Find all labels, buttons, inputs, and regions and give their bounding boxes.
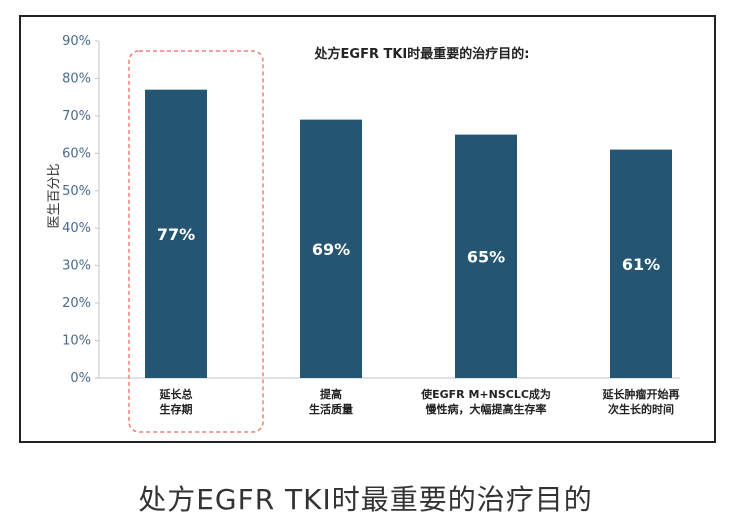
chart-frame	[19, 15, 716, 443]
bar-chart: 处方EGFR TKI时最重要的治疗目的: 医生百分比 0% 10% 20% 30% 40…	[47, 34, 680, 433]
y-tick-label: 0%	[70, 371, 91, 386]
x-category-label: 生存期	[160, 402, 193, 416]
figure-caption: 处方EGFR TKI时最重要的治疗目的	[138, 483, 593, 516]
y-tick-label: 70%	[62, 109, 91, 124]
highlight-box	[128, 50, 264, 433]
bar	[455, 134, 517, 378]
chart-title: 处方EGFR TKI时最重要的治疗目的:	[314, 46, 530, 62]
y-tick-label: 80%	[62, 71, 91, 86]
y-tick-label: 50%	[62, 184, 91, 199]
bar	[145, 89, 207, 378]
y-tick-label: 60%	[62, 146, 91, 161]
x-category-label: 使EGFR M+NSCLC成为	[420, 387, 551, 401]
y-tick-label: 10%	[62, 334, 91, 349]
y-tick-label: 30%	[62, 259, 91, 274]
bar	[300, 119, 362, 378]
y-tick-label: 40%	[62, 221, 91, 236]
bar-value-label: 65%	[467, 247, 505, 266]
x-category-label: 延长肿瘤开始再	[602, 387, 680, 401]
bar-value-label: 77%	[157, 225, 195, 244]
x-category-label: 生活质量	[309, 402, 353, 416]
x-category-label: 次生长的时间	[608, 402, 674, 416]
y-tick-label: 20%	[62, 296, 91, 311]
bar	[610, 149, 672, 378]
y-tick-label: 90%	[62, 34, 91, 49]
bar-value-label: 69%	[312, 240, 350, 259]
bar-value-label: 61%	[622, 255, 660, 274]
x-category-label: 慢性病，大幅提高生存率	[426, 402, 547, 416]
x-category-label: 延长总	[159, 387, 193, 401]
y-axis-label: 医生百分比	[47, 163, 62, 228]
x-category-label: 提高	[320, 387, 342, 401]
